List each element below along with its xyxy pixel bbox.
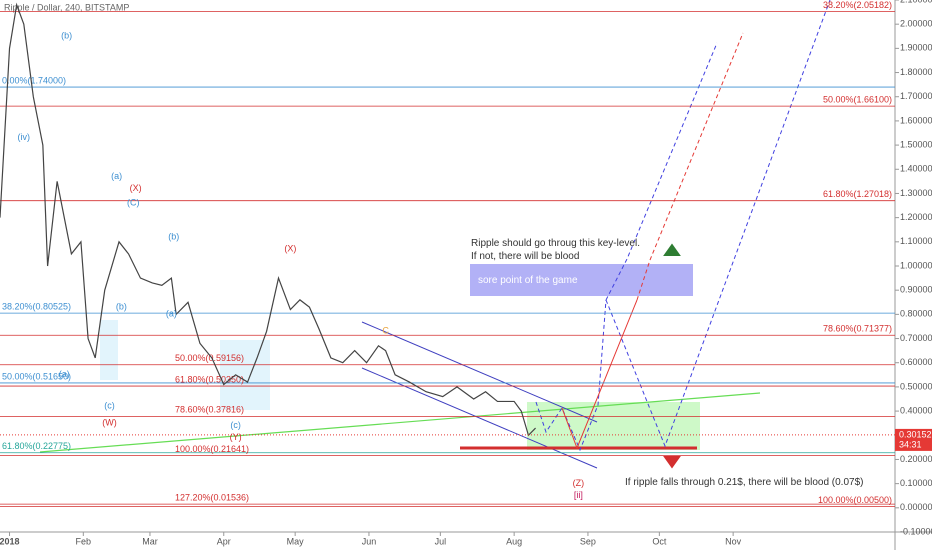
wave-label: (X) [130, 183, 142, 193]
note: Ripple should go throug this key-level. [471, 238, 640, 249]
wave-label: [ii] [574, 490, 583, 500]
y-tick-label: 0.80000 [900, 309, 932, 319]
x-tick-label: Jul [435, 536, 447, 546]
wave-label: (b) [168, 231, 179, 241]
wave-label: (X) [284, 243, 296, 253]
fib-label: 0.00%(1.74000) [2, 75, 66, 85]
countdown-label: 34:31 [899, 439, 922, 449]
y-tick-label: -0.10000 [900, 526, 932, 536]
y-tick-label: 1.40000 [900, 164, 932, 174]
y-tick-label: 2.10000 [900, 0, 932, 4]
target-zone [527, 402, 700, 450]
y-tick-label: 0.40000 [900, 405, 932, 415]
wave-label: (c) [104, 401, 115, 411]
y-tick-label: 0.60000 [900, 357, 932, 367]
last-price-label: 0.30152 [899, 429, 932, 439]
fib-label: 38.20%(2.05182) [823, 0, 892, 10]
trend-line [39, 392, 761, 453]
note: If not, there will be blood [471, 251, 580, 262]
y-tick-label: 0.20000 [900, 454, 932, 464]
y-tick-label: 0.90000 [900, 285, 932, 295]
zone [220, 340, 270, 410]
wave-label: (W) [102, 418, 117, 428]
fib-label: 61.80%(1.27018) [823, 189, 892, 199]
x-tick-label: Feb [76, 536, 92, 546]
wave-label: (iv) [18, 132, 31, 142]
x-tick-label: Sep [580, 536, 596, 546]
down-arrow [663, 456, 681, 469]
y-tick-label: 0.50000 [900, 381, 932, 391]
y-tick-label: 1.30000 [900, 188, 932, 198]
y-tick-label: 1.00000 [900, 260, 932, 270]
chart-title: Ripple / Dollar, 240, BITSTAMP [4, 2, 129, 12]
projection [605, 0, 831, 448]
x-tick-label: Mar [142, 536, 158, 546]
fib-label: 50.00%(0.51650) [2, 371, 71, 381]
wave-label: (a) [166, 309, 177, 319]
note: If ripple falls through 0.21$, there wil… [625, 477, 864, 488]
zone [100, 320, 118, 380]
fib-label: 78.60%(0.71377) [823, 324, 892, 334]
y-tick-label: 2.00000 [900, 19, 932, 29]
fib-label: 61.80%(0.22775) [2, 441, 71, 451]
fib-label: 38.20%(0.80525) [2, 301, 71, 311]
note: sore point of the game [478, 275, 578, 286]
x-tick-label: Apr [217, 536, 231, 546]
wave-label: (C) [127, 198, 140, 208]
y-tick-label: 1.70000 [900, 91, 932, 101]
fib-label: 50.00%(1.66100) [823, 95, 892, 105]
fib-label: 78.60%(0.37816) [175, 405, 244, 415]
wave-label: (a) [111, 171, 122, 181]
y-tick-label: 0.10000 [900, 478, 932, 488]
x-tick-label: Aug [506, 536, 522, 546]
x-tick-label: May [287, 536, 305, 546]
y-tick-label: 0.00000 [900, 502, 932, 512]
y-tick-label: 1.80000 [900, 67, 932, 77]
y-tick-label: 1.90000 [900, 43, 932, 53]
fib-label: 100.00%(0.00500) [818, 495, 892, 505]
projection [605, 42, 718, 301]
wave-label: (Z) [573, 478, 585, 488]
price-line [0, 2, 536, 437]
key-level-box [470, 264, 693, 296]
wave-label: (b) [116, 301, 127, 311]
projection [636, 32, 744, 301]
y-tick-label: 1.20000 [900, 212, 932, 222]
x-tick-label: Jun [362, 536, 377, 546]
fib-label: 127.20%(0.01536) [175, 492, 249, 502]
channel-line [361, 321, 598, 423]
wave-label: (a) [59, 369, 70, 379]
y-tick-label: 1.10000 [900, 236, 932, 246]
fib-label: 50.00%(0.59156) [175, 353, 244, 363]
fib-label: 61.80%(0.50350) [175, 374, 244, 384]
up-arrow [663, 243, 681, 256]
wave-label: C [382, 326, 389, 336]
wave-label: (c) [230, 420, 241, 430]
wave-label: (b) [61, 31, 72, 41]
last-price-tag [895, 428, 932, 451]
x-tick-label: Nov [725, 536, 742, 546]
y-tick-label: 1.50000 [900, 139, 932, 149]
fib-label: 100.00%(0.21641) [175, 444, 249, 454]
x-tick-label: Oct [652, 536, 667, 546]
y-tick-label: 1.60000 [900, 115, 932, 125]
wave-label: (Y) [230, 432, 242, 442]
y-tick-label: 0.70000 [900, 333, 932, 343]
projection [561, 299, 638, 450]
x-tick-label: 2018 [0, 536, 20, 546]
channel-line [361, 367, 598, 469]
